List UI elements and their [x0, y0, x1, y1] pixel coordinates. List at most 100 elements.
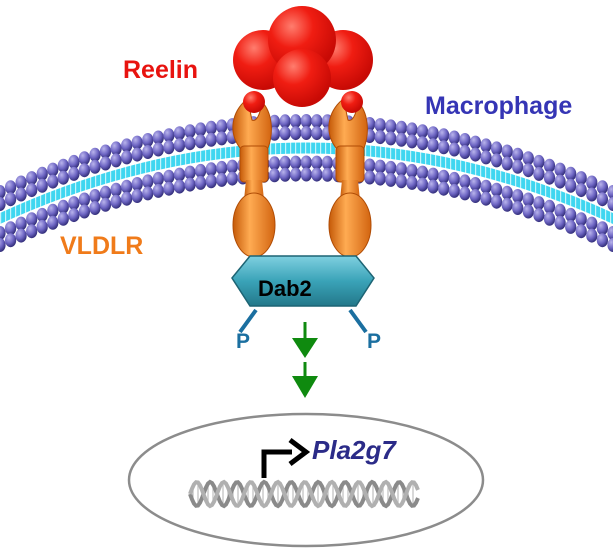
lipid-head	[491, 141, 503, 156]
lipid-head	[110, 194, 122, 209]
lipid-head	[448, 130, 460, 145]
lipid-head	[533, 166, 545, 181]
lipid-head	[596, 233, 609, 248]
lipid-head	[565, 166, 577, 181]
lipid-head	[26, 212, 38, 227]
lipid-head	[607, 197, 613, 211]
lipid-head	[279, 167, 291, 182]
lipid-head	[78, 204, 90, 219]
lipid-head	[195, 122, 207, 137]
lipid-head	[416, 177, 429, 192]
lipid-head	[480, 150, 492, 165]
lipid-head	[607, 226, 613, 240]
lipid-head	[311, 155, 323, 170]
lipid-head	[522, 151, 534, 166]
lipid-head	[469, 147, 481, 162]
lipid-head	[57, 158, 69, 173]
lipid-head	[99, 144, 112, 159]
lipid-head	[596, 180, 609, 195]
lipid-head	[385, 160, 397, 175]
lipid-head	[448, 183, 460, 198]
lipid-head	[279, 114, 291, 129]
lipid-head	[26, 224, 38, 239]
lipid-head	[131, 189, 143, 203]
lipid-head	[57, 211, 69, 226]
lipid-head	[300, 167, 312, 182]
lipid-head	[5, 180, 17, 195]
lipid-head	[131, 147, 143, 162]
lipid-head	[36, 207, 48, 222]
lipid-head	[163, 169, 175, 184]
lipid-head	[364, 158, 376, 173]
lipid-head	[459, 186, 471, 201]
lipid-head	[216, 160, 228, 175]
vldlr-receptor-right	[328, 99, 372, 258]
lipid-head	[152, 130, 164, 145]
lipid-head	[364, 170, 376, 185]
lipid-head	[152, 171, 164, 186]
lipid-head	[459, 133, 471, 147]
lipid-head	[491, 182, 503, 197]
lipid-head	[374, 159, 386, 174]
lipid-head	[512, 159, 524, 174]
lipid-head	[205, 174, 217, 189]
reelin-label: Reelin	[123, 56, 199, 84]
lipid-head	[5, 192, 17, 207]
lipid-head	[268, 156, 281, 171]
lipid-head	[416, 136, 429, 151]
lipid-head	[501, 185, 513, 200]
dab2-label: Dab2	[258, 276, 312, 301]
lipid-head	[395, 120, 407, 135]
lipid-head	[173, 126, 186, 141]
lipid-head	[152, 183, 164, 198]
lipid-head	[565, 178, 577, 193]
phospho-left-label: P	[236, 330, 251, 353]
lipid-head	[512, 189, 524, 203]
lipid-head	[78, 192, 90, 207]
lipid-head	[543, 199, 556, 214]
lipid-head	[99, 185, 112, 200]
lipid-head	[491, 153, 503, 168]
lipid-head	[427, 167, 439, 182]
lipid-head	[554, 203, 566, 218]
lipid-head	[554, 174, 566, 189]
lipid-head	[427, 126, 439, 141]
lipid-head	[110, 141, 122, 156]
lipid-head	[512, 201, 524, 215]
lipid-head	[163, 140, 175, 155]
phospho-stalk-left	[238, 308, 258, 334]
lipid-head	[469, 135, 481, 150]
lipid-head	[195, 134, 207, 149]
lipid-head	[57, 199, 69, 214]
lipid-head	[586, 175, 598, 190]
lipid-head	[15, 216, 27, 231]
lipid-head	[427, 138, 439, 153]
lipid-head	[173, 138, 186, 153]
lipid-head	[533, 154, 545, 169]
lipid-head	[205, 120, 217, 135]
lipid-head	[438, 140, 450, 155]
lipid-head	[300, 126, 312, 140]
lipid-head	[438, 128, 450, 143]
lipid-head	[290, 114, 302, 129]
lipid-head	[427, 179, 439, 194]
lipid-head	[480, 138, 492, 153]
lipid-head	[596, 192, 609, 207]
vldlr-label: VLDLR	[60, 232, 144, 260]
lipid-head	[374, 171, 386, 186]
lipid-head	[57, 170, 69, 185]
lipid-head	[121, 138, 133, 153]
lipid-head	[184, 165, 196, 180]
lipid-head	[163, 128, 175, 143]
lipid-head	[173, 179, 186, 194]
lipid-head	[586, 228, 598, 243]
lipid-head	[374, 118, 386, 133]
lipid-head	[321, 167, 333, 182]
lipid-head	[216, 119, 228, 134]
lipid-head	[395, 174, 407, 189]
phospho-stalk-right	[348, 308, 368, 334]
lipid-head	[501, 156, 513, 171]
lipid-head	[543, 211, 556, 226]
lipid-head	[300, 114, 312, 128]
